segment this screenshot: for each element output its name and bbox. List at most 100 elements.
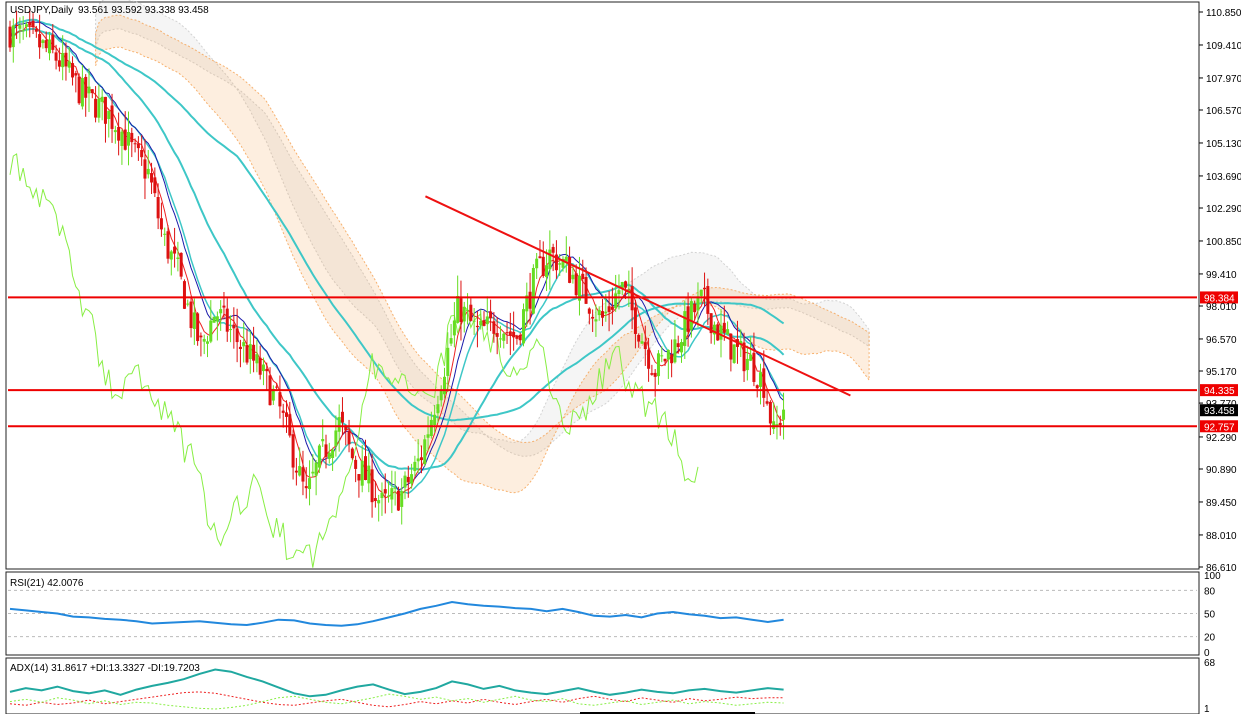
candle-body <box>245 345 249 363</box>
candle-body <box>143 159 147 179</box>
candle-body <box>739 340 743 345</box>
candle-body <box>479 320 483 326</box>
candle-body <box>653 372 657 377</box>
rsi-tick-label: 50 <box>1204 610 1216 621</box>
horizontal-levels[interactable]: 98.384 94.335 92.757 93.458 <box>8 291 1238 433</box>
candle-body <box>749 354 753 361</box>
level-price-tag <box>1200 291 1238 304</box>
candle-body <box>337 417 341 432</box>
chart-title: USDJPY,Daily <box>10 5 73 16</box>
candle-body <box>367 465 371 484</box>
candle-body <box>601 311 605 318</box>
candle-body <box>610 306 614 310</box>
candle-body <box>255 354 259 364</box>
candle-body <box>673 339 677 363</box>
candle-body <box>344 426 348 431</box>
candle-body <box>782 409 786 420</box>
adx-label: ADX(14) 31.8617 +DI:13.3327 -DI:19.7203 <box>10 663 200 674</box>
candle-body <box>159 218 163 230</box>
adx-tick-label: 68 <box>1204 658 1216 669</box>
candle-body <box>380 492 384 499</box>
candle-body <box>324 444 328 457</box>
rsi-tick-label: 20 <box>1204 633 1216 644</box>
candle-body <box>136 143 140 149</box>
candle-body <box>61 52 65 68</box>
candle-body <box>643 342 647 350</box>
ichimoku-cloud <box>95 0 870 494</box>
ma-medium <box>9 27 785 471</box>
candle-body <box>11 25 15 48</box>
candle-body <box>130 132 134 143</box>
candle-body <box>232 324 236 329</box>
candle-body <box>21 30 25 32</box>
candlesticks[interactable] <box>8 8 786 525</box>
candle-body <box>452 320 456 336</box>
candle-body <box>396 490 400 511</box>
candle-body <box>489 311 493 319</box>
candle-body <box>752 352 756 382</box>
candle-body <box>321 439 325 442</box>
candle-body <box>34 29 38 32</box>
candle-body <box>77 76 81 104</box>
candle-body <box>163 233 167 235</box>
candle-body <box>515 335 519 339</box>
candle-body <box>189 301 193 329</box>
candle-body <box>179 252 183 277</box>
candle-body <box>219 309 223 314</box>
price-tick-label: 100.850 <box>1206 237 1241 248</box>
candle-body <box>518 334 522 341</box>
candle-body <box>373 498 377 502</box>
candle-body <box>433 414 437 425</box>
cloud-area <box>95 14 870 494</box>
candle-body <box>169 251 173 260</box>
candle-body <box>699 289 703 296</box>
adx-panel-frame <box>5 657 1200 715</box>
candle-body <box>127 131 131 146</box>
candle-body <box>591 316 595 319</box>
candle-body <box>252 344 256 361</box>
candle-body <box>202 338 206 342</box>
candle-body <box>110 105 114 129</box>
main-panel-frame <box>5 1 1200 570</box>
candle-body <box>436 404 440 414</box>
candle-body <box>238 346 242 350</box>
candle-body <box>693 303 697 313</box>
candle-body <box>364 456 368 481</box>
candle-body <box>74 73 78 76</box>
candle-body <box>459 298 463 322</box>
price-tick-label: 92.290 <box>1206 433 1237 444</box>
price-tick-label: 89.450 <box>1206 498 1237 509</box>
candle-body <box>732 344 736 363</box>
candle-body <box>765 401 769 404</box>
price-tick-label: 88.010 <box>1206 531 1237 542</box>
candle-body <box>308 478 312 490</box>
candle-body <box>340 411 344 423</box>
candle-body <box>15 24 19 26</box>
candle-body <box>584 277 588 304</box>
candle-body <box>719 325 723 340</box>
candle-body <box>28 22 32 26</box>
candle-body <box>617 290 621 295</box>
candle-body <box>449 338 453 344</box>
candle-body <box>377 500 381 504</box>
candle-body <box>426 434 430 438</box>
candle-body <box>633 307 637 334</box>
candle-body <box>706 286 710 314</box>
candle-body <box>176 257 180 259</box>
candle-body <box>90 89 94 94</box>
level-price-tag <box>1200 384 1238 397</box>
candle-body <box>558 263 562 265</box>
candle-body <box>281 410 285 413</box>
candle-body <box>71 63 75 78</box>
candle-body <box>294 470 298 473</box>
candle-body <box>387 495 391 497</box>
candle-body <box>419 457 423 461</box>
candle-body <box>581 273 585 280</box>
candle-body <box>647 349 651 369</box>
candle-body <box>301 467 305 482</box>
trendline-group[interactable] <box>425 195 851 397</box>
candle-body <box>670 354 674 364</box>
candle-body <box>709 313 713 334</box>
